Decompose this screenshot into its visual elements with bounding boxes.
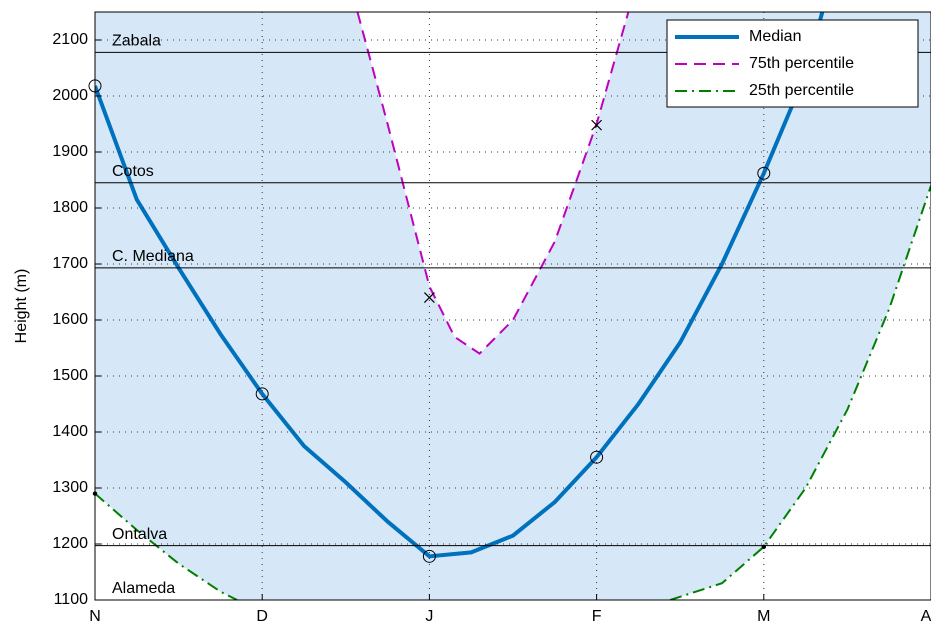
y-tick-label: 1900	[52, 143, 88, 160]
level-label: Cotos	[112, 163, 154, 180]
level-label: Ontalva	[112, 526, 167, 543]
level-label: C. Mediana	[112, 248, 194, 265]
point-marker	[761, 544, 766, 549]
legend-label: 25th percentile	[749, 82, 854, 99]
point-marker	[757, 166, 771, 180]
y-tick-label: 2100	[52, 31, 88, 48]
level-label: Alameda	[112, 580, 175, 597]
y-tick-label: 1800	[52, 199, 88, 216]
x-tick-label: M	[757, 608, 770, 625]
y-tick-label: 1500	[52, 367, 88, 384]
point-marker	[423, 292, 435, 304]
outside-band-area	[670, 185, 931, 600]
y-tick-label: 2000	[52, 87, 88, 104]
x-tick-label: A	[921, 608, 931, 625]
point-marker	[255, 387, 269, 401]
outside-band-area	[95, 493, 238, 600]
plot-frame	[94, 11, 931, 601]
point-marker	[590, 450, 604, 464]
y-tick-label: 1700	[52, 255, 88, 272]
legend: Median 75th percentile 25th percentile	[666, 19, 919, 108]
legend-label: 75th percentile	[749, 55, 854, 72]
series-line	[669, 185, 931, 600]
x-tick-label: N	[89, 608, 101, 625]
x-tick-label: D	[256, 608, 268, 625]
point-marker	[422, 549, 436, 563]
y-tick-label: 1400	[52, 423, 88, 440]
y-tick-label: 1100	[54, 591, 89, 608]
y-tick-label: 1200	[52, 535, 88, 552]
legend-box	[666, 19, 919, 108]
point-marker	[591, 119, 603, 131]
x-tick-label: F	[592, 608, 602, 625]
y-tick-label: 1300	[52, 479, 88, 496]
y-tick-label: 1600	[52, 311, 88, 328]
x-tick-label: J	[425, 608, 433, 625]
level-label: Zabala	[112, 33, 161, 50]
y-axis-label: Height (m)	[13, 269, 30, 344]
legend-label: Median	[749, 28, 801, 45]
series-line	[356, 12, 630, 355]
series-line	[95, 12, 825, 559]
